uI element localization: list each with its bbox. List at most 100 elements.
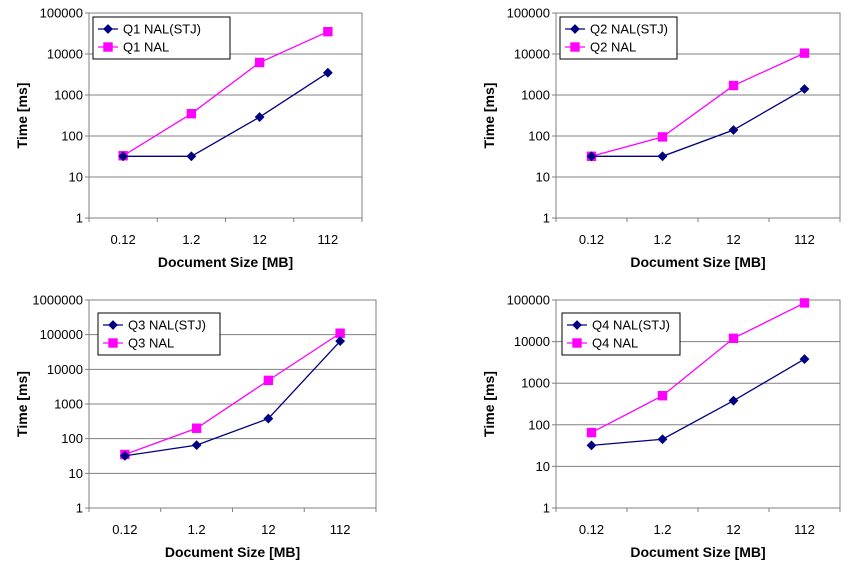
y-tick-label: 10000 [47,47,83,62]
data-point-diamond [103,24,113,34]
series-line [124,340,341,457]
x-tick-label: 1.2 [188,522,206,537]
x-tick-label: 0.12 [110,232,135,247]
x-tick-label: 0.12 [579,522,604,537]
y-tick-label: 10000 [514,334,550,349]
series-q3-nal-stj- [119,336,346,461]
y-tick-label: 10 [536,170,550,185]
chart-panel-1: 1 10 100 1000 10000 100000 0.12 1.2 12 112 Documen… [14,6,363,270]
x-tick-label: 12 [726,522,740,537]
chart-panel-2: 1 10 100 1000 10000 100000 0.12 1.2 12 112 Documen… [481,6,841,270]
data-point-square [799,48,810,58]
legend: Q4 NAL(STJ) Q4 NAL [561,312,681,356]
data-point-square [323,26,333,37]
data-point-diamond [570,24,580,34]
x-tick-label: 0.12 [579,232,604,247]
data-point-diamond [335,336,346,347]
x-axis-title: Document Size [MB] [158,254,293,270]
legend-box [559,16,678,60]
data-point-square [186,108,197,119]
legend-label: Q3 NAL(STJ) [128,318,206,333]
y-tick-label: 1000 [54,88,83,103]
x-tick-label: 112 [794,232,815,247]
data-point-square [254,57,265,68]
x-tick-label: 112 [794,522,815,537]
y-tick-label: 10 [536,459,550,474]
series-line [122,31,329,157]
x-tick-label: 1.2 [182,232,200,247]
data-point-square [570,42,580,52]
series-line [123,72,329,157]
data-point-square [335,328,345,338]
y-tick-label: 1000000 [32,293,83,308]
series-line [591,88,805,157]
data-point-diamond [254,112,265,122]
y-axis-title: Time [ms] [481,83,497,149]
data-point-diamond [799,354,810,364]
y-tick-label: 1000 [54,397,83,412]
y-tick-label: 100000 [40,6,83,21]
y-tick-label: 100000 [507,6,550,21]
series-q4-nal-stj- [586,354,810,451]
y-tick-label: 100 [61,431,83,446]
legend: Q3 NAL(STJ) Q3 NAL [97,312,221,356]
data-point-diamond [119,450,130,461]
y-tick-label: 10 [69,466,83,481]
series-line [591,302,805,434]
y-tick-label: 1 [76,211,83,226]
legend: Q1 NAL(STJ) Q1 NAL [92,16,231,60]
y-tick-label: 1 [76,501,83,516]
x-tick-label: 12 [726,232,740,247]
data-point-square [572,338,582,348]
data-point-diamond [657,151,668,162]
legend-box [92,16,231,60]
legend-label: Q1 NAL [123,40,169,55]
data-point-square [108,338,118,348]
data-point-diamond [586,151,597,162]
x-tick-label: 1.2 [653,522,671,537]
data-point-diamond [728,125,739,135]
legend-label: Q2 NAL(STJ) [590,22,668,37]
series-q1-nal-stj- [118,67,333,162]
y-tick-label: 100000 [507,293,550,308]
legend-label: Q3 NAL [128,336,174,351]
data-point-square [657,132,668,142]
y-tick-label: 100 [528,417,550,432]
chart-panel-3: 1 10 100 1000 10000 100000 1000000 0.12 1.2 12 112… [14,293,377,560]
x-tick-label: 112 [318,232,339,247]
x-tick-label: 12 [252,232,266,247]
data-point-square [103,42,113,52]
series-line [124,332,341,456]
series-line [591,358,805,447]
y-tick-label: 100 [61,129,83,144]
data-point-square [728,80,739,91]
legend-label: Q2 NAL [590,40,636,55]
data-point-square [799,298,810,308]
data-point-square [728,333,739,344]
legend-label: Q4 NAL(STJ) [592,318,670,333]
y-tick-label: 1 [543,211,550,226]
chart-panel-4: 1 10 100 1000 10000 100000 0.12 1.2 12 112 Documen… [481,293,841,560]
y-tick-label: 10000 [47,362,83,377]
legend-label: Q1 NAL(STJ) [123,22,201,37]
x-tick-label: 112 [330,522,351,537]
y-tick-label: 100 [528,129,550,144]
y-tick-label: 100000 [40,327,83,342]
y-tick-label: 1 [543,501,550,516]
legend-box [97,312,221,356]
legend-box [561,312,681,356]
series-line [591,52,805,157]
data-point-diamond [263,413,274,424]
x-axis-title: Document Size [MB] [630,544,765,560]
data-point-diamond [799,84,810,94]
data-point-diamond [108,320,118,330]
data-point-diamond [118,151,129,162]
data-point-square [263,375,274,386]
data-point-diamond [191,440,202,451]
data-point-diamond [728,395,739,406]
x-tick-label: 1.2 [653,232,671,247]
legend: Q2 NAL(STJ) Q2 NAL [559,16,678,60]
y-axis-title: Time [ms] [14,83,30,149]
